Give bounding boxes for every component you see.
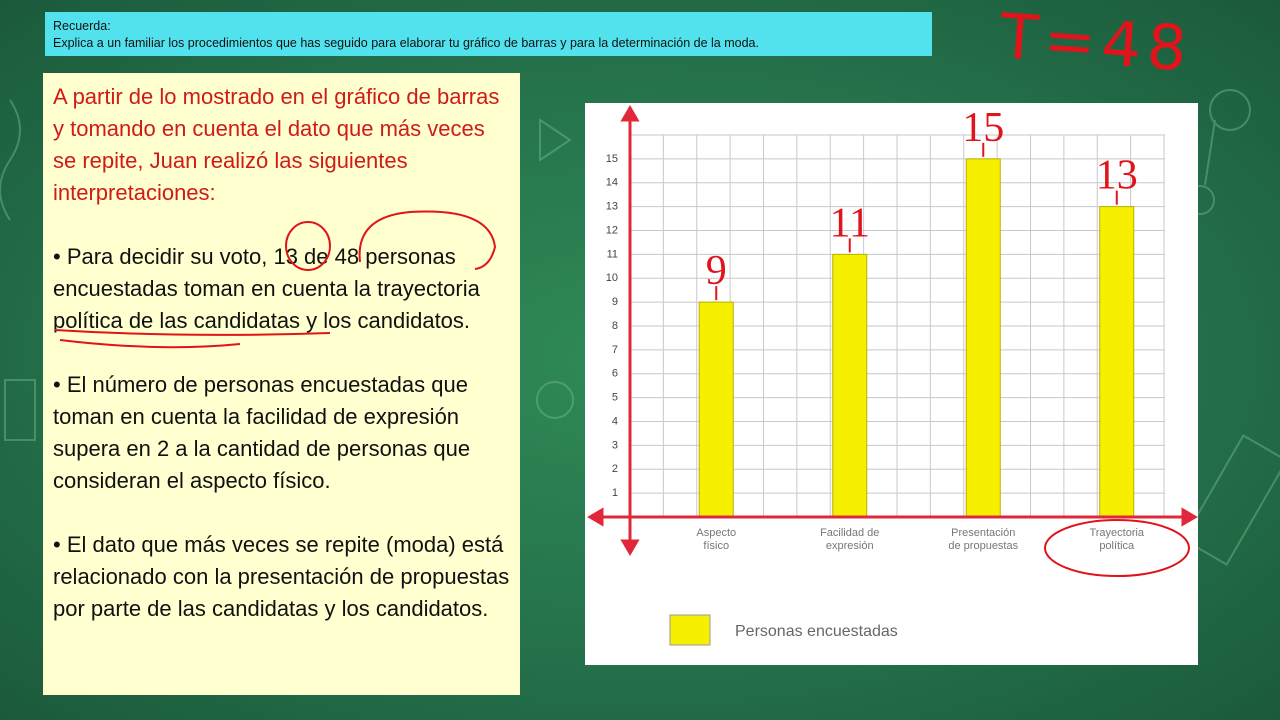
legend-swatch: [669, 614, 711, 646]
legend-label: Personas encuestadas: [735, 623, 898, 640]
y-tick-label: 7: [612, 344, 618, 356]
y-tick-label: 5: [612, 392, 618, 404]
y-tick-label: 13: [606, 201, 618, 213]
y-tick-label: 14: [606, 177, 618, 189]
handwritten-total: T=48: [997, 0, 1196, 86]
bar: [1099, 206, 1135, 518]
bar: [832, 253, 868, 518]
chart-panel: 1 2 3 4 5 6 7 8 9 10 11 12 13 14 15 9 11 15 13 Personas en…: [585, 103, 1198, 665]
y-tick-label: 15: [606, 153, 618, 165]
y-tick-label: 10: [606, 272, 618, 284]
bullet: • Para decidir su voto, 13 de 48 persona…: [53, 244, 480, 333]
handwritten-value: 9: [706, 248, 727, 294]
bullet: • El número de personas encuestadas que …: [53, 372, 471, 493]
bar: [965, 158, 1001, 518]
y-tick-label: 2: [612, 463, 618, 475]
x-tick-label: Presentación de propuestas: [948, 527, 1019, 552]
axes: [587, 105, 1198, 556]
notice-title: Recuerda:: [53, 19, 111, 33]
y-tick-label: 3: [612, 439, 618, 451]
x-tick-label: Trayectoria política: [1089, 527, 1145, 552]
y-tick-label: 11: [607, 248, 618, 260]
y-tick-label: 8: [612, 320, 618, 332]
bullet: • El dato que más veces se repite (moda)…: [53, 532, 510, 621]
x-tick-label: Facilidad de expresión: [820, 527, 880, 552]
y-tick-label: 9: [612, 296, 618, 308]
y-tick-label: 6: [612, 368, 618, 380]
y-tick-label: 4: [612, 415, 618, 427]
notice-box: Recuerda: Explica a un familiar los proc…: [45, 12, 932, 56]
intro-text: A partir de lo mostrado en el gráfico de…: [53, 84, 500, 205]
handwritten-circle: [1044, 519, 1190, 577]
x-tick-label: Aspecto físico: [696, 527, 737, 552]
text-panel: A partir de lo mostrado en el gráfico de…: [43, 73, 520, 695]
bar: [698, 301, 734, 518]
y-tick-label: 12: [606, 224, 618, 236]
notice-text: Explica a un familiar los procedimientos…: [53, 36, 759, 50]
y-tick-label: 1: [612, 487, 618, 499]
